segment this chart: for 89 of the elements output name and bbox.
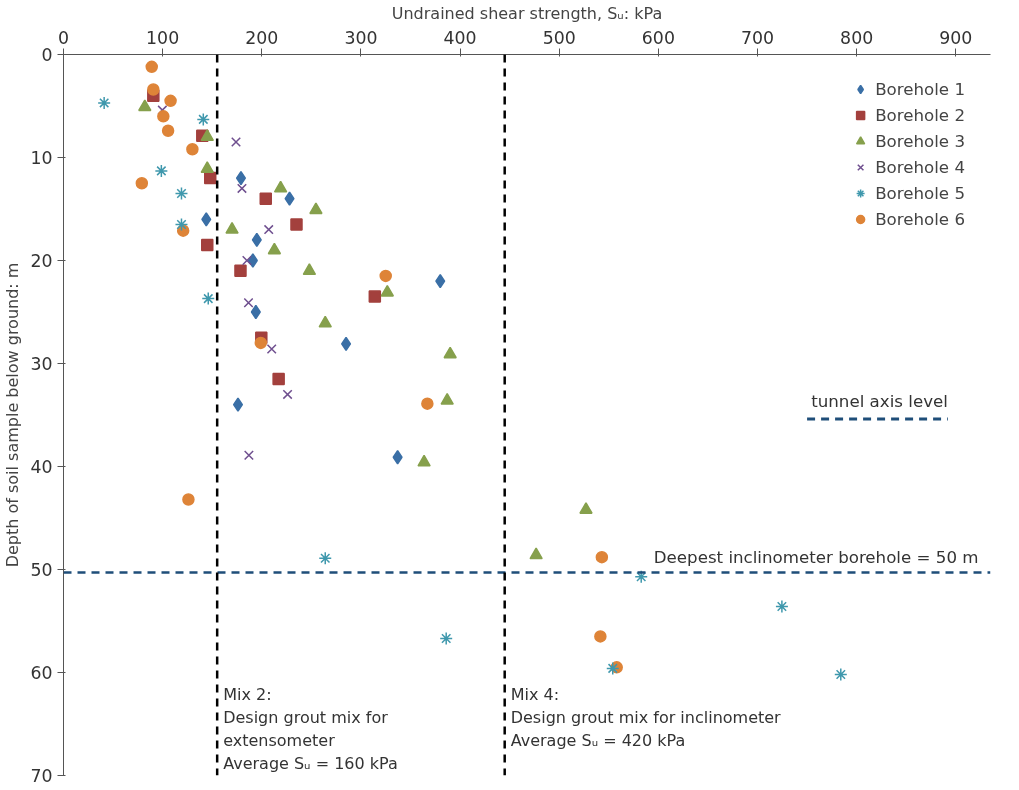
x-tick-label: 300 (344, 27, 378, 48)
legend-label: Borehole 4 (875, 157, 965, 177)
point (529, 547, 543, 560)
point (225, 221, 239, 234)
point (259, 192, 272, 205)
x-tick-label: 100 (146, 27, 180, 48)
series-label: tunnel axis level (811, 392, 948, 412)
point (421, 397, 434, 410)
point (182, 493, 195, 506)
point (579, 502, 593, 514)
point (231, 137, 241, 148)
annotation: Mix 2: Design grout mix for extensometer Average Sᵤ = 160 kPa (223, 685, 398, 773)
point (775, 599, 789, 614)
point (272, 372, 285, 386)
point (157, 110, 170, 123)
point (290, 218, 303, 231)
y-tick-label: 20 (30, 251, 53, 271)
x-tick-label: 700 (740, 27, 775, 48)
point (263, 224, 274, 235)
point (309, 202, 323, 215)
point (417, 454, 431, 467)
point (138, 99, 152, 112)
x-tick-label: 200 (245, 27, 279, 48)
point (340, 336, 352, 352)
point (284, 191, 295, 206)
point (174, 186, 189, 201)
point (147, 83, 160, 96)
point (318, 315, 332, 328)
annotation: Mix 4: Design grout mix for inclinometer Average Sᵤ = 420 kPa (510, 685, 782, 750)
point (232, 397, 244, 412)
point (606, 661, 620, 676)
point (834, 667, 848, 682)
x-tick-label: 0 (57, 27, 70, 48)
point (443, 346, 457, 359)
point (201, 212, 212, 227)
point (186, 143, 199, 156)
point (243, 450, 254, 461)
x-tick-label: 800 (840, 27, 874, 48)
point (196, 112, 211, 127)
point (200, 161, 215, 174)
point (236, 183, 247, 194)
ref-line-label: Deepest inclinometer borehole = 50 m (653, 547, 979, 567)
point (241, 255, 252, 266)
point (154, 164, 169, 178)
legend-label: Borehole 2 (875, 105, 965, 125)
point (379, 269, 392, 283)
legend-label: Borehole 1 (875, 79, 965, 99)
legend-label: Borehole 3 (875, 131, 965, 151)
point (174, 217, 189, 232)
point (243, 297, 254, 308)
y-axis-title: Depth of soil sample below ground: m (3, 262, 23, 568)
point (200, 129, 215, 142)
point (273, 180, 288, 193)
legend-label: Borehole 5 (875, 183, 965, 203)
point (235, 170, 247, 186)
y-tick-label: 30 (30, 354, 53, 374)
point (439, 631, 453, 646)
x-tick-label: 400 (443, 27, 477, 48)
point (282, 389, 293, 400)
point (161, 124, 175, 137)
point (201, 238, 214, 252)
x-tick-label: 600 (641, 27, 675, 48)
point (368, 290, 382, 303)
legend-label: Borehole 6 (875, 209, 965, 229)
y-tick-label: 60 (30, 663, 53, 683)
point (595, 550, 609, 564)
point (302, 263, 317, 276)
point (135, 177, 149, 190)
x-tick-label: 500 (542, 27, 576, 48)
point (380, 284, 395, 297)
point (254, 336, 268, 350)
point (97, 96, 111, 110)
point (234, 264, 247, 278)
point (634, 569, 648, 584)
x-axis-title: Undrained shear strength, Sᵤ: kPa (391, 3, 663, 23)
point (164, 94, 177, 108)
point (594, 630, 607, 643)
point (266, 344, 277, 355)
point (440, 392, 454, 405)
point (267, 242, 282, 255)
y-tick-label: 50 (30, 560, 53, 580)
point (318, 551, 332, 565)
y-tick-label: 40 (30, 457, 53, 477)
point (201, 291, 215, 306)
x-tick-label: 900 (939, 27, 973, 48)
point (145, 60, 158, 74)
y-tick-label: 70 (30, 766, 53, 786)
y-tick-label: 10 (30, 148, 53, 168)
y-tick-label: 0 (41, 45, 53, 65)
